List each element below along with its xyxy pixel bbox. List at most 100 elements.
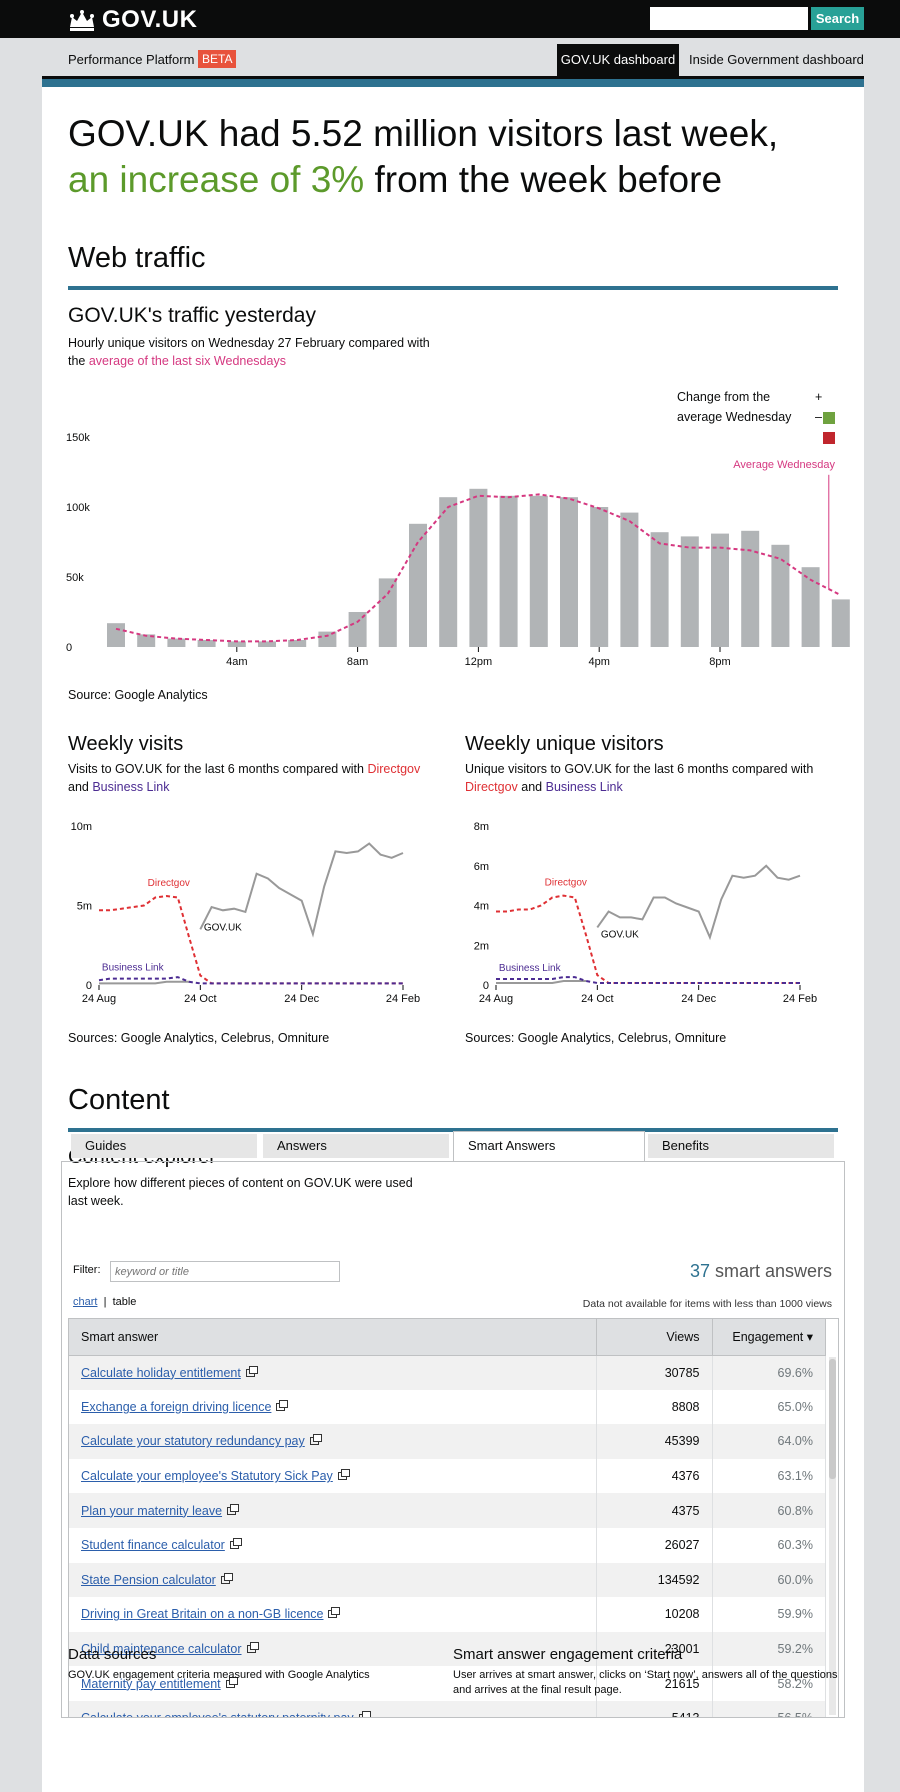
table-row: Calculate holiday entitlement 30785 69.6% bbox=[69, 1355, 826, 1390]
tab-smart-answers[interactable]: Smart Answers bbox=[453, 1131, 645, 1162]
directgov-label: Directgov bbox=[148, 878, 190, 889]
directgov-link[interactable]: Directgov bbox=[465, 780, 518, 794]
smart-answer-cell: Exchange a foreign driving licence bbox=[69, 1389, 597, 1425]
table-scrollbar[interactable] bbox=[829, 1357, 836, 1715]
data-sources-title: Data sources bbox=[68, 1646, 157, 1663]
smart-answer-link[interactable]: Student finance calculator bbox=[81, 1538, 225, 1553]
govuk-line bbox=[596, 864, 801, 941]
external-link-icon[interactable] bbox=[220, 1572, 233, 1584]
external-link-icon[interactable] bbox=[309, 1434, 322, 1446]
govuk-early-line bbox=[99, 980, 190, 985]
tab-inside-government-dashboard[interactable]: Inside Government dashboard bbox=[689, 52, 864, 67]
engagement-cell: 69.6% bbox=[712, 1355, 826, 1390]
external-link-icon[interactable] bbox=[229, 1538, 242, 1550]
legend-line-1: Change from the + bbox=[677, 387, 835, 424]
search-input[interactable] bbox=[650, 7, 808, 30]
directgov-link[interactable]: Directgov bbox=[367, 762, 421, 776]
smart-answer-link[interactable]: Calculate your statutory redundancy pay bbox=[81, 1434, 305, 1449]
business-link-link[interactable]: Business Link bbox=[92, 780, 170, 794]
bar bbox=[288, 640, 307, 647]
external-link-icon[interactable] bbox=[245, 1365, 258, 1377]
column-header-views[interactable]: Views bbox=[596, 1319, 713, 1356]
bar bbox=[741, 530, 760, 647]
x-tick-label: 24 Feb bbox=[386, 993, 420, 1005]
smart-answer-link[interactable]: State Pension calculator bbox=[81, 1572, 216, 1587]
govuk-logo[interactable]: GOV.UK bbox=[68, 6, 197, 34]
external-link-icon[interactable] bbox=[337, 1469, 350, 1481]
source-weekly-unique: Sources: Google Analytics, Celebrus, Omn… bbox=[465, 1031, 727, 1045]
table-row: Child maintenance calculator 23001 59.2% bbox=[69, 1631, 826, 1667]
column-header-name[interactable]: Smart answer bbox=[69, 1319, 597, 1356]
y-tick-label: 100k bbox=[66, 502, 90, 514]
smart-answer-cell: Calculate your employee's Statutory Sick… bbox=[69, 1458, 597, 1494]
bar bbox=[680, 536, 699, 647]
smart-answer-link[interactable]: Calculate your employee's Statutory Sick… bbox=[81, 1469, 333, 1484]
top-header: GOV.UK Search bbox=[0, 0, 900, 38]
table-view-label: table bbox=[112, 1296, 137, 1308]
bar bbox=[620, 512, 639, 647]
tab-answers[interactable]: Answers bbox=[263, 1134, 449, 1158]
desc-text: Hourly unique visitors on Wednesday 27 F… bbox=[68, 336, 430, 368]
smart-answer-cell: Child maintenance calculator bbox=[69, 1631, 597, 1667]
tab-govuk-dashboard[interactable]: GOV.UK dashboard bbox=[557, 44, 679, 76]
smart-answer-link[interactable]: Plan your maternity leave bbox=[81, 1503, 223, 1518]
search-button[interactable]: Search bbox=[811, 7, 864, 30]
chart-view-link[interactable]: chart bbox=[73, 1296, 98, 1308]
scrollbar-thumb[interactable] bbox=[829, 1359, 836, 1479]
criteria-desc: User arrives at smart answer, clicks on … bbox=[453, 1669, 838, 1696]
external-link-icon[interactable] bbox=[358, 1711, 371, 1717]
smart-answer-link[interactable]: Exchange a foreign driving licence bbox=[81, 1399, 272, 1414]
bar bbox=[650, 532, 669, 647]
engagement-cell: 64.0% bbox=[712, 1424, 826, 1459]
y-tick-label: 2m bbox=[474, 940, 489, 952]
smart-answer-link[interactable]: Calculate your employee's statutory pate… bbox=[81, 1711, 354, 1717]
views-cell: 21615 bbox=[596, 1666, 713, 1701]
average-link[interactable]: average of the last six Wednesdays bbox=[88, 354, 286, 368]
chart-desc-weekly-unique: Unique visitors to GOV.UK for the last 6… bbox=[465, 760, 835, 796]
views-cell: 8808 bbox=[596, 1389, 713, 1425]
business-link-link[interactable]: Business Link bbox=[545, 780, 623, 794]
bar bbox=[801, 567, 820, 647]
external-link-icon[interactable] bbox=[225, 1676, 238, 1688]
count-number: 37 bbox=[689, 1261, 710, 1281]
business-link-line bbox=[98, 976, 403, 985]
y-tick-label: 150k bbox=[66, 432, 90, 444]
chart-title-weekly-visits: Weekly visits bbox=[68, 733, 184, 755]
section-rule bbox=[68, 1128, 838, 1132]
headline-part2: from the week before bbox=[364, 159, 723, 200]
product-name[interactable]: Performance Platform bbox=[68, 52, 195, 67]
y-tick-label: 0 bbox=[483, 980, 489, 992]
column-header-engagement[interactable]: Engagement ▾ bbox=[712, 1319, 826, 1356]
y-tick-label: 0 bbox=[66, 642, 72, 654]
bar bbox=[318, 631, 337, 647]
external-link-icon[interactable] bbox=[276, 1399, 289, 1411]
table-row: Exchange a foreign driving licence 8808 65… bbox=[69, 1389, 826, 1425]
bar bbox=[137, 634, 156, 647]
y-tick-label: 8m bbox=[474, 821, 489, 833]
table-row: Plan your maternity leave 4375 60.8% bbox=[69, 1493, 826, 1528]
filter-input[interactable] bbox=[110, 1261, 340, 1282]
result-count: 37 smart answers bbox=[690, 1261, 832, 1282]
external-link-icon[interactable] bbox=[227, 1503, 240, 1515]
smart-answer-cell: Calculate your employee's statutory pate… bbox=[69, 1700, 597, 1717]
smart-answer-link[interactable]: Child maintenance calculator bbox=[81, 1642, 242, 1657]
smart-answer-link[interactable]: Maternity pay entitlement bbox=[81, 1676, 221, 1691]
engagement-cell: 60.3% bbox=[712, 1527, 826, 1563]
table-row: Calculate your employee's Statutory Sick… bbox=[69, 1458, 826, 1494]
table-header-row: Smart answer Views Engagement ▾ bbox=[69, 1319, 826, 1356]
govuk-early-line bbox=[496, 980, 587, 984]
chart-title-weekly-unique: Weekly unique visitors bbox=[465, 733, 664, 755]
weekly-visits-chart: 10m 5m 024 Aug 24 Oct 24 Dec 24 Feb Directgov G… bbox=[71, 821, 421, 1005]
external-link-icon[interactable] bbox=[246, 1642, 259, 1654]
legend-line-2: average Wednesday – bbox=[677, 407, 835, 444]
smart-answer-cell: Calculate your statutory redundancy pay bbox=[69, 1424, 597, 1459]
beta-badge: BETA bbox=[198, 50, 237, 68]
smart-answer-link[interactable]: Driving in Great Britain on a non-GB lic… bbox=[81, 1607, 324, 1622]
section-title-content: Content bbox=[68, 1084, 170, 1116]
tab-benefits[interactable]: Benefits bbox=[648, 1134, 834, 1158]
tab-guides[interactable]: Guides bbox=[71, 1134, 257, 1158]
smart-answer-link[interactable]: Calculate holiday entitlement bbox=[81, 1365, 241, 1380]
external-link-icon[interactable] bbox=[328, 1607, 341, 1619]
y-tick-label: 5m bbox=[77, 901, 92, 913]
chart-desc-yesterday: Hourly unique visitors on Wednesday 27 F… bbox=[68, 334, 438, 370]
